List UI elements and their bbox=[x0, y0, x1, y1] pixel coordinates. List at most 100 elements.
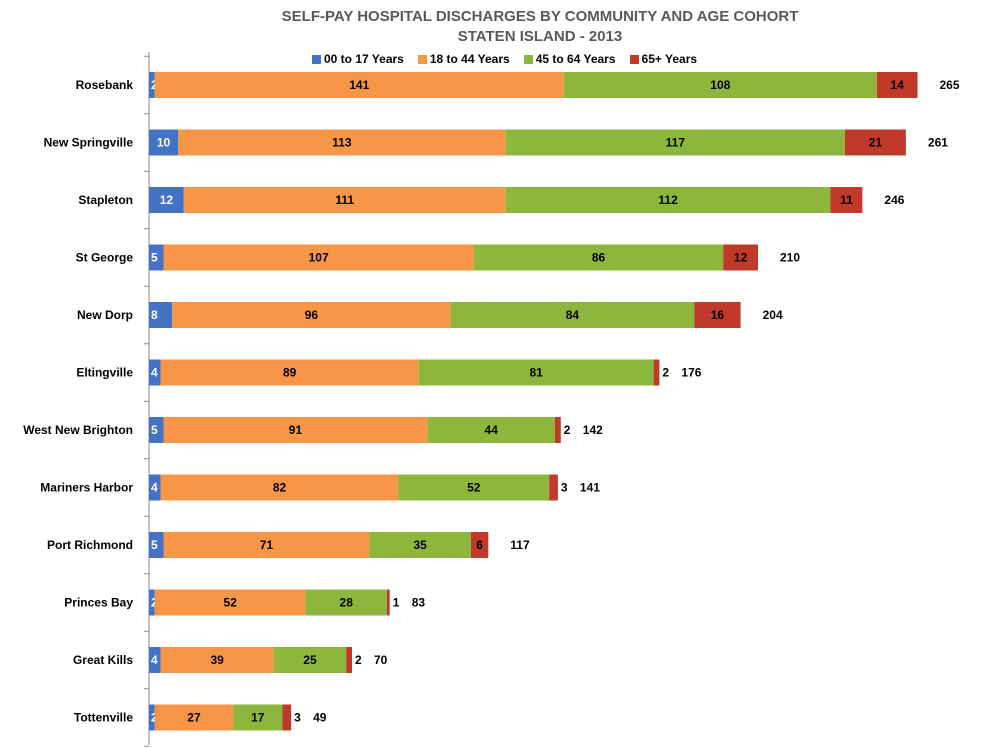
segment-value-label: 82 bbox=[273, 481, 287, 495]
segment-value-label: 89 bbox=[283, 366, 297, 380]
segment-value-label: 16 bbox=[711, 308, 725, 322]
segment-value-label: 27 bbox=[187, 711, 201, 725]
chart-title-text: SELF-PAY HOSPITAL DISCHARGES BY COMMUNIT… bbox=[281, 8, 799, 25]
bar-segment bbox=[149, 302, 173, 328]
legend-item-1: 18 to 44 Years bbox=[417, 52, 510, 66]
chart-title: SELF-PAY HOSPITAL DISCHARGES BY COMMUNIT… bbox=[150, 7, 930, 47]
segment-value-label: 6 bbox=[476, 538, 483, 552]
total-label: 261 bbox=[928, 136, 948, 150]
bar-segment bbox=[427, 417, 555, 443]
segment-value-label: 2 bbox=[151, 711, 158, 725]
segment-value-label: 4 bbox=[151, 366, 158, 380]
bar-segment bbox=[549, 474, 558, 501]
category-label: Mariners Harbor bbox=[40, 481, 133, 495]
total-label: 246 bbox=[884, 193, 904, 207]
bar-segment bbox=[149, 129, 178, 156]
segment-value-label: 81 bbox=[529, 366, 543, 380]
segment-value-label: 5 bbox=[151, 538, 158, 552]
legend-label: 65+ Years bbox=[641, 52, 698, 66]
legend-swatch bbox=[523, 54, 533, 64]
bar-segment bbox=[149, 244, 164, 271]
bar-segment bbox=[346, 647, 352, 673]
bar-segment bbox=[160, 647, 274, 673]
segment-value-label: 21 bbox=[869, 136, 883, 150]
segment-value-label: 5 bbox=[151, 251, 158, 265]
bar-segment bbox=[694, 302, 741, 328]
segment-value-label: 11 bbox=[840, 193, 853, 207]
bar-segment bbox=[473, 244, 724, 271]
bar-segment bbox=[163, 244, 474, 271]
legend-label: 45 to 64 Years bbox=[535, 52, 616, 66]
total-label: 83 bbox=[412, 596, 426, 610]
legend-label: 00 to 17 Years bbox=[324, 52, 404, 66]
legend-swatch bbox=[629, 54, 639, 64]
category-label: Rosebank bbox=[76, 78, 134, 92]
bar-segment bbox=[160, 474, 399, 501]
bar-segment bbox=[876, 72, 918, 98]
segment-value-label: 84 bbox=[566, 308, 580, 322]
segment-value-label: 2 bbox=[564, 423, 571, 437]
bar-segment bbox=[418, 359, 654, 386]
bar-segment bbox=[563, 72, 877, 98]
bar-segment bbox=[163, 532, 370, 558]
bar-segment bbox=[398, 474, 550, 501]
bar-segment bbox=[149, 474, 161, 501]
segment-value-label: 2 bbox=[662, 366, 669, 380]
segment-value-label: 4 bbox=[151, 481, 158, 495]
segment-value-label: 1 bbox=[393, 596, 400, 610]
legend-item-3: 65+ Years bbox=[629, 52, 698, 66]
bar-segment bbox=[154, 704, 234, 731]
segment-value-label: 91 bbox=[289, 423, 303, 437]
segment-value-label: 2 bbox=[355, 653, 362, 667]
bar-segment bbox=[723, 244, 758, 271]
segment-value-label: 5 bbox=[151, 423, 158, 437]
category-label: New Dorp bbox=[77, 308, 133, 322]
bar-segment bbox=[282, 704, 292, 731]
segment-value-label: 52 bbox=[467, 481, 481, 495]
segment-value-label: 108 bbox=[710, 78, 730, 92]
category-label: Stapleton bbox=[78, 193, 133, 207]
bar-segment bbox=[505, 129, 845, 156]
bar-segment bbox=[555, 417, 561, 443]
segment-value-label: 3 bbox=[561, 481, 568, 495]
bar-segment bbox=[149, 72, 155, 98]
bar-segment bbox=[305, 589, 387, 616]
bar-segment bbox=[183, 187, 506, 213]
segment-value-label: 86 bbox=[592, 251, 606, 265]
bar-segment bbox=[450, 302, 695, 328]
segment-value-label: 96 bbox=[305, 308, 319, 322]
segment-value-label: 112 bbox=[658, 193, 678, 207]
legend-label: 18 to 44 Years bbox=[429, 52, 510, 66]
bar-segment bbox=[830, 187, 863, 213]
segment-value-label: 44 bbox=[485, 423, 499, 437]
bar-segment bbox=[369, 532, 471, 558]
segment-value-label: 25 bbox=[303, 653, 317, 667]
total-label: 210 bbox=[780, 251, 800, 265]
segment-value-label: 107 bbox=[309, 251, 329, 265]
category-label: Great Kills bbox=[73, 653, 133, 667]
bar-segment bbox=[178, 129, 506, 156]
category-label: West New Brighton bbox=[23, 423, 133, 437]
category-label: New Springville bbox=[44, 136, 134, 150]
total-label: 70 bbox=[374, 653, 388, 667]
segment-value-label: 12 bbox=[734, 251, 748, 265]
bar-segment bbox=[154, 589, 306, 616]
bar-segment bbox=[149, 359, 161, 386]
bar-segment bbox=[149, 187, 184, 213]
bar-segment bbox=[149, 532, 164, 558]
chart-subtitle: STATEN ISLAND - 2013 bbox=[457, 28, 623, 45]
bar-segment bbox=[163, 417, 428, 443]
total-label: 142 bbox=[583, 423, 603, 437]
bar-segment bbox=[149, 704, 155, 731]
category-label: Eltingville bbox=[76, 366, 133, 380]
segment-value-label: 52 bbox=[224, 596, 238, 610]
total-label: 141 bbox=[580, 481, 600, 495]
bar-segment bbox=[149, 647, 161, 673]
segment-value-label: 71 bbox=[260, 538, 274, 552]
bar-segment bbox=[505, 187, 831, 213]
category-label: St George bbox=[76, 251, 134, 265]
segment-value-label: 28 bbox=[340, 596, 354, 610]
bar-segment bbox=[845, 129, 906, 156]
segment-value-label: 17 bbox=[251, 711, 265, 725]
